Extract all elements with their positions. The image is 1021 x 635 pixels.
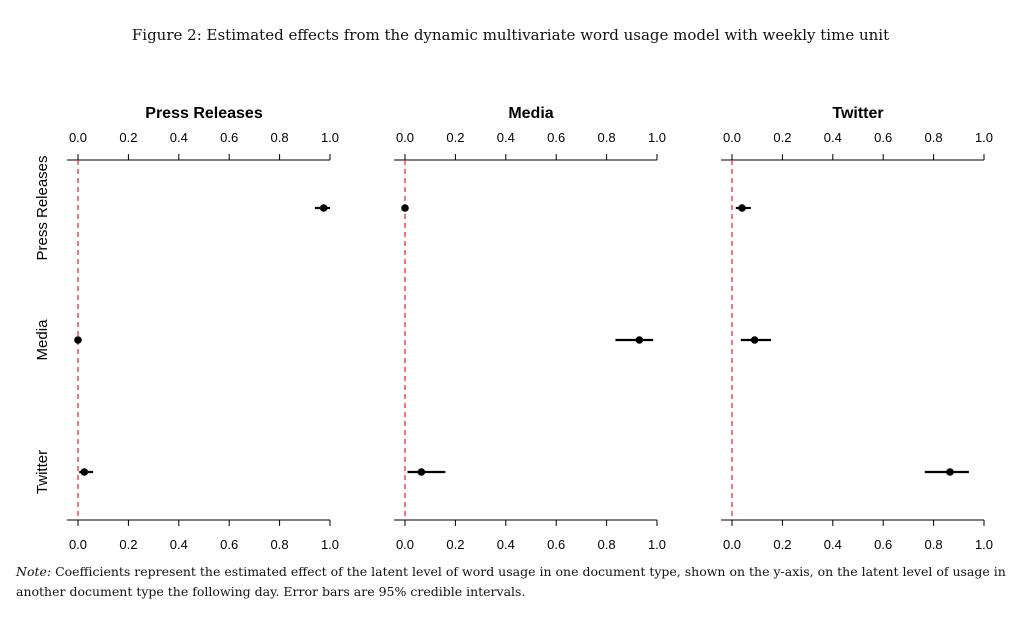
top-tick-label: 0.4 bbox=[497, 130, 515, 145]
bottom-tick-label: 0.0 bbox=[723, 537, 741, 552]
top-tick-label: 1.0 bbox=[975, 130, 993, 145]
bottom-tick-label: 0.0 bbox=[69, 537, 87, 552]
bottom-tick-label: 0.8 bbox=[598, 537, 616, 552]
bottom-tick-label: 0.6 bbox=[874, 537, 892, 552]
bottom-tick-label: 0.2 bbox=[773, 537, 791, 552]
top-tick-label: 0.2 bbox=[773, 130, 791, 145]
note-lead: Note: bbox=[16, 564, 52, 579]
bottom-tick-label: 0.2 bbox=[446, 537, 464, 552]
bottom-tick-label: 1.0 bbox=[648, 537, 666, 552]
top-tick-label: 0.8 bbox=[271, 130, 289, 145]
bottom-tick-label: 1.0 bbox=[321, 537, 339, 552]
top-tick-label: 1.0 bbox=[648, 130, 666, 145]
note-text: Coefficients represent the estimated eff… bbox=[16, 564, 1006, 599]
estimate-point bbox=[417, 468, 426, 476]
bottom-tick-label: 0.2 bbox=[119, 537, 137, 552]
top-tick-label: 1.0 bbox=[321, 130, 339, 145]
estimate-point bbox=[750, 336, 759, 344]
top-tick-label: 0.8 bbox=[598, 130, 616, 145]
bottom-tick-label: 0.4 bbox=[497, 537, 515, 552]
top-tick-label: 0.2 bbox=[446, 130, 464, 145]
bottom-tick-label: 0.4 bbox=[170, 537, 188, 552]
bottom-tick-label: 0.8 bbox=[925, 537, 943, 552]
row-label: Press Releases bbox=[34, 155, 51, 260]
estimate-point bbox=[946, 468, 954, 476]
top-tick-label: 0.2 bbox=[119, 130, 137, 145]
panel-title: Media bbox=[508, 105, 553, 122]
top-tick-label: 0.0 bbox=[723, 130, 741, 145]
estimate-point bbox=[401, 204, 409, 212]
top-tick-label: 0.6 bbox=[547, 130, 565, 145]
row-label: Media bbox=[34, 319, 51, 361]
bottom-tick-label: 0.4 bbox=[824, 537, 842, 552]
top-tick-label: 0.0 bbox=[396, 130, 414, 145]
bottom-tick-label: 0.6 bbox=[220, 537, 238, 552]
top-tick-label: 0.4 bbox=[824, 130, 842, 145]
top-tick-label: 0.6 bbox=[874, 130, 892, 145]
panel-title: Press Releases bbox=[145, 105, 263, 122]
estimate-point bbox=[319, 204, 328, 212]
top-tick-label: 0.8 bbox=[925, 130, 943, 145]
bottom-tick-label: 0.6 bbox=[547, 537, 565, 552]
top-tick-label: 0.4 bbox=[170, 130, 188, 145]
figure-note: Note: Coefficients represent the estimat… bbox=[16, 562, 1006, 602]
top-tick-label: 0.6 bbox=[220, 130, 238, 145]
estimate-point bbox=[635, 336, 644, 344]
estimate-point bbox=[80, 468, 89, 476]
estimate-point bbox=[738, 204, 746, 212]
figure-caption: Figure 2: Estimated effects from the dyn… bbox=[131, 26, 890, 44]
bottom-tick-label: 0.0 bbox=[396, 537, 414, 552]
row-label: Twitter bbox=[34, 450, 51, 494]
panel-title: Twitter bbox=[832, 105, 883, 122]
estimate-point bbox=[74, 336, 82, 344]
top-tick-label: 0.0 bbox=[69, 130, 87, 145]
bottom-tick-label: 1.0 bbox=[975, 537, 993, 552]
bottom-tick-label: 0.8 bbox=[271, 537, 289, 552]
